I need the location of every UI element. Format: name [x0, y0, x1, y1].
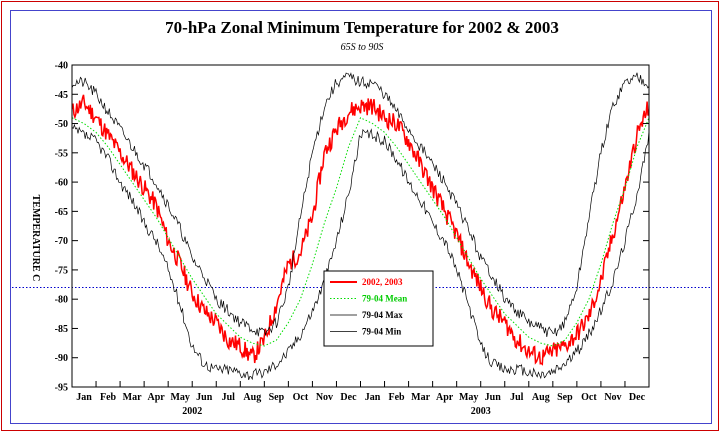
legend-box — [323, 270, 434, 347]
y-tick-label: -65 — [55, 207, 68, 218]
chart-subtitle: 65S to 90S — [341, 42, 384, 53]
month-label: Apr — [436, 392, 454, 403]
month-label: Jun — [485, 392, 502, 403]
legend-label: 79-04 Mean — [362, 294, 407, 304]
legend: 2002, 2003 79-04 Mean 79-04 Max 79-04 Min — [323, 270, 434, 347]
month-label: Dec — [629, 392, 646, 403]
series-layer — [72, 72, 649, 381]
month-label: Aug — [243, 392, 261, 403]
y-axis: -40 -45 -50 -55 -60 -65 -70 -75 -80 -85 -90 -95 — [55, 61, 649, 394]
month-label: Jul — [510, 392, 524, 403]
y-tick-label: -55 — [55, 148, 68, 159]
series-line-mean — [72, 117, 649, 347]
year-label: 2002 — [182, 406, 202, 417]
legend-label: 79-04 Min — [362, 327, 401, 337]
y-tick-label: -85 — [55, 324, 68, 335]
y-tick-label: -50 — [55, 119, 68, 130]
month-label: May — [459, 392, 478, 403]
month-label: Mar — [123, 392, 142, 403]
series-line-max — [72, 72, 649, 338]
month-label: Dec — [340, 392, 357, 403]
month-label: Oct — [581, 392, 597, 403]
month-label: Jul — [222, 392, 236, 403]
legend-label: 2002, 2003 — [362, 277, 403, 287]
y-tick-label: -75 — [55, 265, 68, 276]
series-line-2002-2003 — [72, 94, 649, 366]
month-label: Feb — [389, 392, 406, 403]
y-tick-label: -80 — [55, 295, 68, 306]
month-label: Feb — [100, 392, 117, 403]
x-axis: Jan Feb Mar Apr May Jun Jul Aug Sep Oct Nov Dec Jan F… — [71, 381, 650, 417]
month-label: Aug — [532, 392, 550, 403]
y-axis-label: TEMPERATURE C — [30, 195, 41, 282]
legend-label: 79-04 Max — [362, 310, 403, 320]
y-tick-label: -60 — [55, 178, 68, 189]
y-tick-label: -45 — [55, 90, 68, 101]
month-label: May — [170, 392, 189, 403]
y-tick-label: -70 — [55, 236, 68, 247]
chart-title: 70-hPa Zonal Minimum Temperature for 200… — [165, 18, 559, 37]
month-label: Jan — [76, 392, 92, 403]
month-label: Sep — [269, 392, 285, 403]
month-label: Nov — [316, 392, 333, 403]
series-line-min — [72, 123, 649, 381]
month-label: Jun — [196, 392, 213, 403]
month-label: Mar — [411, 392, 430, 403]
year-label: 2003 — [471, 406, 491, 417]
y-tick-label: -90 — [55, 353, 68, 364]
month-label: Oct — [293, 392, 309, 403]
month-label: Apr — [148, 392, 166, 403]
inner-blue-border — [10, 10, 712, 424]
month-label: Jan — [365, 392, 381, 403]
month-label: Sep — [557, 392, 573, 403]
y-tick-label: -95 — [55, 383, 68, 394]
y-tick-label: -40 — [55, 61, 68, 72]
month-label: Nov — [604, 392, 621, 403]
